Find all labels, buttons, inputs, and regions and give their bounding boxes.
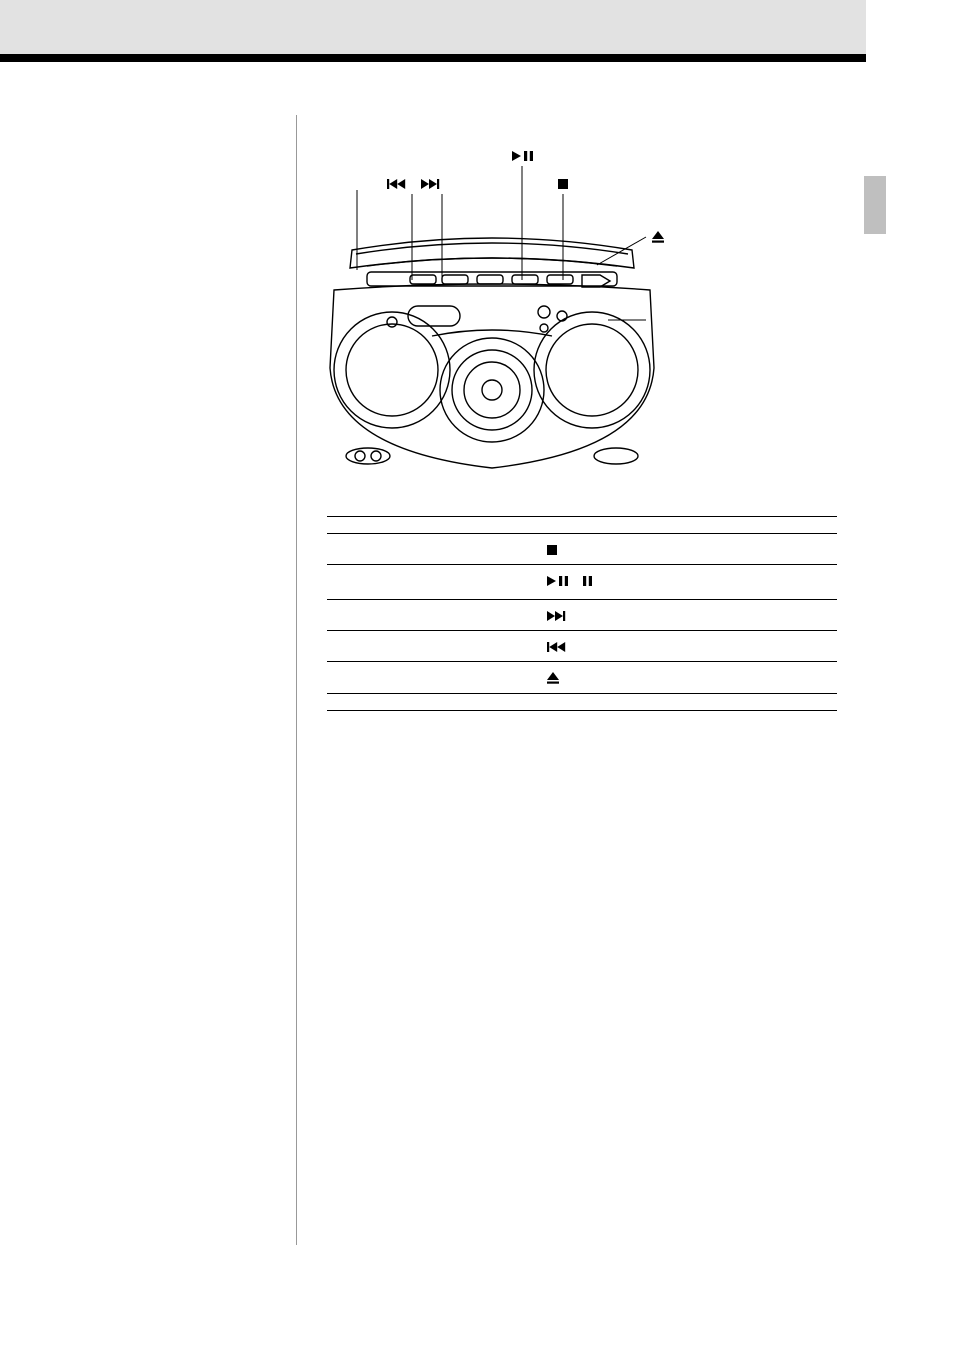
cell-press <box>541 693 837 710</box>
cell-action <box>327 517 541 534</box>
device-lineart <box>322 220 662 470</box>
cell-action <box>327 631 541 662</box>
prev-icon <box>547 641 567 653</box>
cell-press <box>541 662 837 694</box>
next-icon <box>547 610 567 622</box>
cell-action <box>327 600 541 631</box>
table-header-row <box>327 500 837 517</box>
table-row <box>327 517 837 534</box>
table-header-press <box>541 500 837 517</box>
cell-action <box>327 565 541 600</box>
table-row <box>327 534 837 565</box>
operations-table <box>327 500 837 711</box>
cell-press <box>541 565 837 600</box>
device-diagram <box>312 140 852 480</box>
cell-action <box>327 534 541 565</box>
eject-icon <box>547 671 561 685</box>
cell-press <box>541 600 837 631</box>
table-header-action <box>327 500 541 517</box>
header-underline <box>0 54 866 62</box>
cell-action <box>327 693 541 710</box>
main-column <box>302 110 862 711</box>
table-row <box>327 662 837 694</box>
stop-icon <box>547 544 559 556</box>
cell-action <box>327 662 541 694</box>
table-row <box>327 693 837 710</box>
side-edge-tab <box>864 176 886 234</box>
pause-icon <box>583 575 595 587</box>
table-row <box>327 565 837 600</box>
cell-press <box>541 534 837 565</box>
column-divider <box>296 115 297 1245</box>
header-band <box>0 0 866 54</box>
play-pause-icon <box>547 575 573 587</box>
table-row <box>327 600 837 631</box>
cell-press <box>541 631 837 662</box>
cell-press <box>541 517 837 534</box>
table-row <box>327 631 837 662</box>
